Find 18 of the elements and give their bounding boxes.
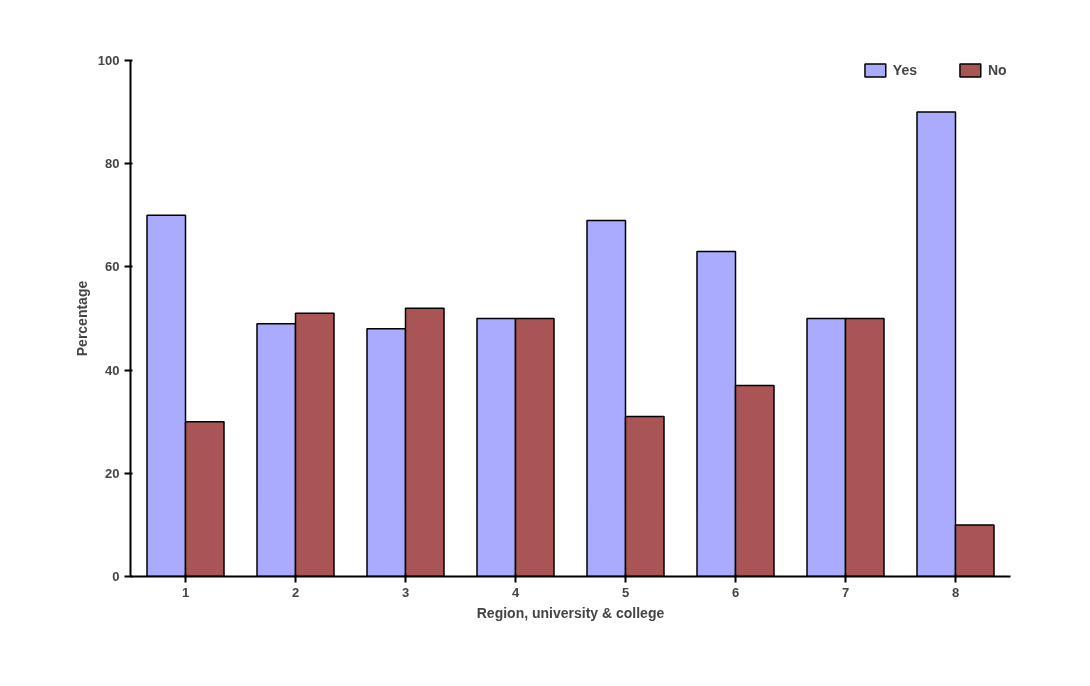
- y-tick-label: 0: [112, 569, 120, 584]
- x-tick-label: 3: [401, 584, 410, 600]
- x-tick-label: 2: [291, 584, 300, 600]
- y-tick-label: 80: [105, 156, 120, 172]
- x-tick-label: 7: [841, 584, 850, 600]
- x-tick-label: 5: [621, 584, 630, 600]
- y-tick-label: 100: [97, 53, 120, 68]
- y-axis-title: Percentage: [73, 280, 90, 357]
- x-tick-label: 8: [951, 584, 960, 600]
- x-axis-title: Region, university & college: [476, 604, 665, 621]
- x-tick-label: 4: [511, 584, 520, 600]
- legend-label: Yes: [892, 62, 917, 78]
- y-tick-label: 20: [105, 465, 120, 481]
- legend-label: No: [988, 62, 1008, 78]
- x-tick-label: 6: [731, 584, 740, 600]
- y-tick-label: 60: [105, 259, 120, 275]
- x-tick-label: 1: [181, 584, 190, 600]
- y-tick-label: 40: [105, 362, 120, 378]
